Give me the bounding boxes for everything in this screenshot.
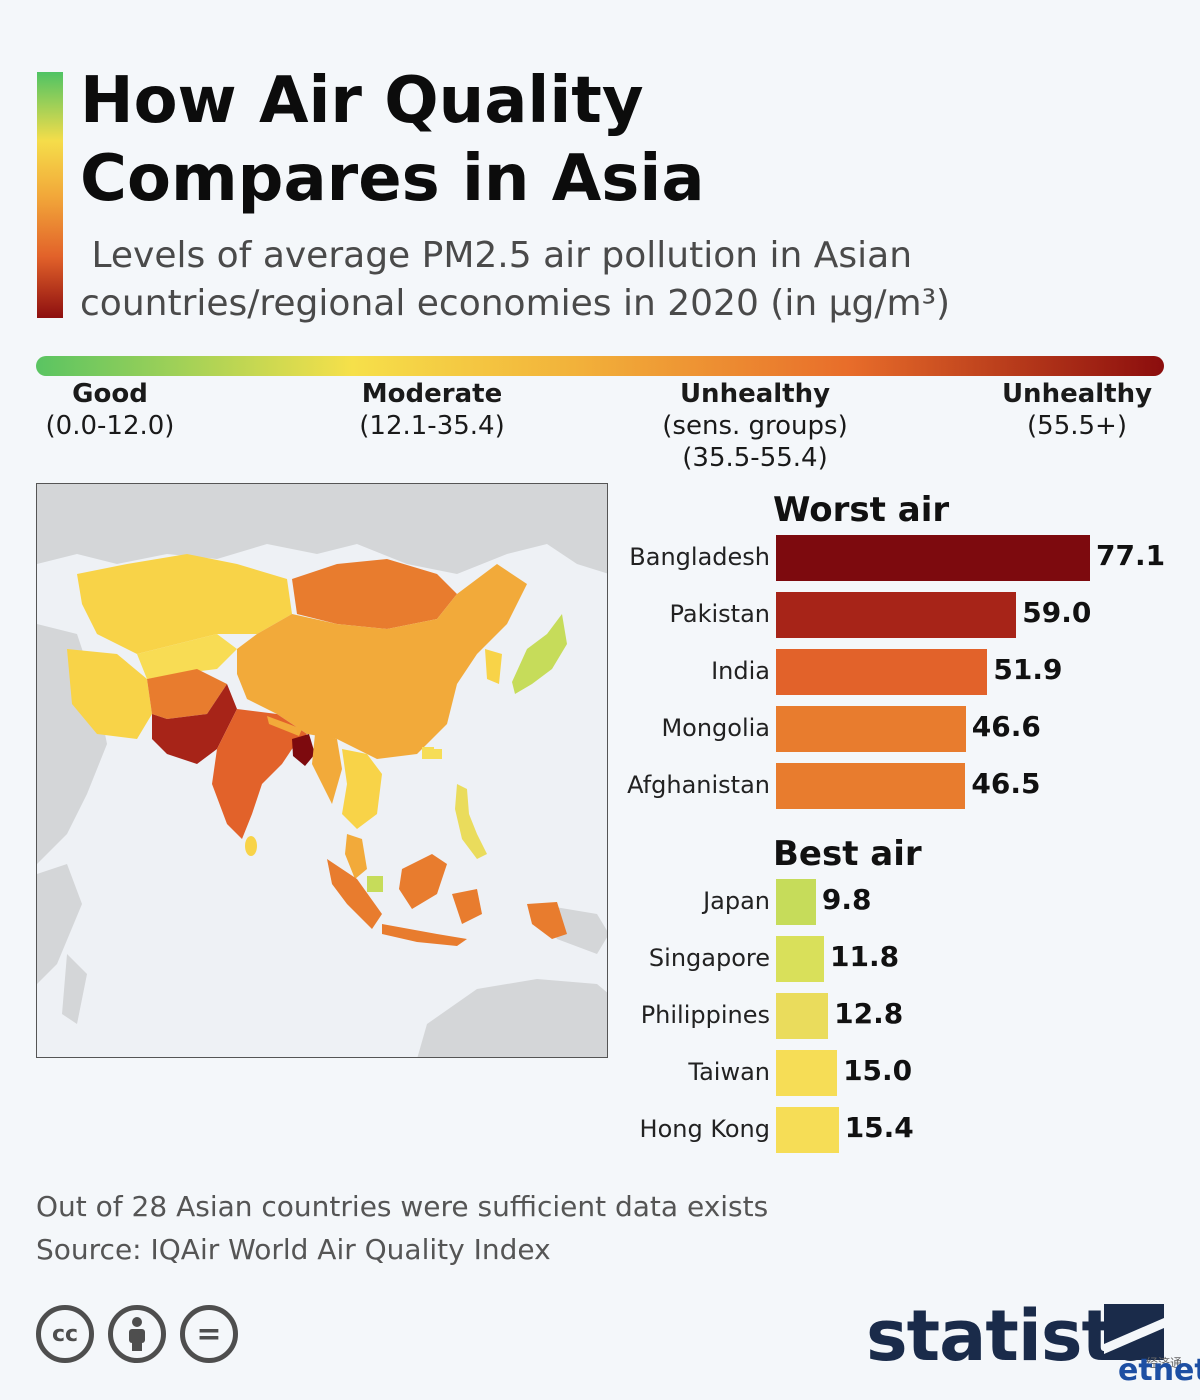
bar-label: Philippines [640,1001,770,1029]
bar [776,763,966,809]
subtitle-line-1: Levels of average PM2.5 air pollution in… [80,235,913,276]
scale-label-good: Good (0.0-12.0) [46,378,175,442]
sumatra-region [327,859,382,929]
scale-range-2: (35.5-55.4) [682,443,828,473]
central-asia-region [137,634,237,679]
bar [776,649,988,695]
mongolia-region [292,559,457,629]
china-region [237,564,527,759]
bar-value-label: 46.6 [971,710,1041,743]
bar-value-label: 9.8 [821,883,872,916]
scale-range: (12.1-35.4) [359,411,505,441]
kazakhstan-region [77,554,292,654]
asia-map-svg [37,484,607,1057]
scale-name: Moderate [361,379,503,409]
by-icon[interactable] [108,1305,166,1363]
scale-range: (55.5+) [1027,411,1127,441]
bar-label: Japan [703,887,770,915]
bar-value-label: 77.1 [1096,539,1166,572]
scale-name: Good [72,379,148,409]
worst-air-title: Worst air [773,490,950,530]
scale-name: Unhealthy [1001,379,1153,409]
bar-label: Hong Kong [639,1115,770,1143]
bar-label: Mongolia [661,714,770,742]
japan-region [512,614,567,694]
scale-range: (sens. groups) [662,411,848,441]
iran-region [67,649,152,739]
bar [776,993,829,1039]
afghanistan-region [147,669,227,719]
sulawesi-region [452,889,482,924]
scale-label-unhealthy: Unhealthy (55.5+) [1002,378,1152,442]
malaysia-peninsula-region [345,834,367,879]
russia-land [37,484,607,574]
title-line-2: Compares in Asia [80,142,705,216]
bar-value-label: 59.0 [1022,596,1092,629]
footnote: Out of 28 Asian countries were sufficien… [36,1190,769,1223]
bar [776,535,1090,581]
accent-gradient-bar [37,72,63,318]
singapore-region [367,876,383,892]
papua-indonesia-region [527,902,567,939]
bar-label: India [711,657,770,685]
hongkong-region [422,747,434,759]
india-region [212,709,307,839]
title-line-1: How Air Quality [80,64,644,138]
subtitle: Levels of average PM2.5 air pollution in… [80,232,1080,328]
asia-map [36,483,608,1058]
cc-icon[interactable]: cc [36,1305,94,1363]
best-air-title: Best air [773,834,922,874]
source-note: Source: IQAir World Air Quality Index [36,1233,551,1266]
person-icon [129,1317,145,1351]
scale-label-sensitive: Unhealthy (sens. groups) (35.5-55.4) [662,378,847,474]
nepal-region [267,716,302,736]
bar-label: Bangladesh [629,543,770,571]
borneo-region [399,854,447,909]
bar [776,1107,839,1153]
page-title: How Air Quality Compares in Asia [80,62,1080,218]
korea-region [485,649,502,684]
etnet-watermark: etnet [1118,1353,1200,1388]
bar-label: Pakistan [669,600,771,628]
bar-label: Taiwan [688,1058,770,1086]
scale-name: Unhealthy [679,379,831,409]
subtitle-line-2: countries/regional economies in 2020 (in… [80,283,951,324]
bar-label: Singapore [648,944,770,972]
bar-label: Afghanistan [627,771,770,799]
aqi-scale-bar [36,356,1164,376]
statista-mark-icon [1104,1304,1164,1360]
bar [776,1050,838,1096]
bar [776,879,816,925]
etnet-cn-watermark: 经济通 [1146,1356,1183,1370]
nd-icon[interactable]: = [180,1305,238,1363]
taiwan-region [432,749,442,759]
bar-value-label: 51.9 [993,653,1063,686]
bar-value-label: 11.8 [830,940,900,973]
madagascar-land [62,954,87,1024]
bar-value-label: 46.5 [971,767,1041,800]
scale-label-moderate: Moderate (12.1-35.4) [359,378,504,442]
scale-range: (0.0-12.0) [45,411,175,441]
bar-value-label: 12.8 [834,997,904,1030]
srilanka-region [245,836,257,856]
bar-value-label: 15.0 [843,1054,913,1087]
australia-land [417,979,607,1057]
africa-horn-land [37,864,82,984]
bar [776,592,1017,638]
bangladesh-region [292,734,315,766]
bar [776,936,825,982]
pakistan-region [152,684,237,764]
java-region [382,924,467,946]
bar-value-label: 15.4 [844,1111,914,1144]
myanmar-region [312,734,342,804]
indochina-region [342,749,382,829]
philippines-region [455,784,487,859]
bar [776,706,966,752]
